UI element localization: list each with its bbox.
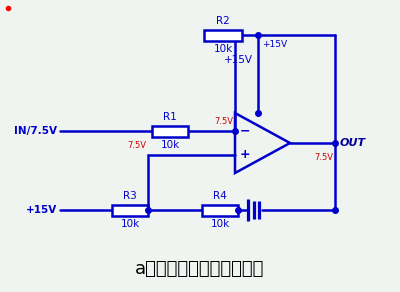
Text: R2: R2 — [216, 16, 230, 26]
Text: 10k: 10k — [120, 219, 140, 229]
Text: 7.5V: 7.5V — [314, 153, 333, 162]
Text: OUT: OUT — [340, 138, 366, 148]
Text: +15V: +15V — [26, 205, 57, 215]
Text: R3: R3 — [123, 191, 137, 201]
Text: +15V: +15V — [224, 55, 252, 65]
Text: 7.5V: 7.5V — [214, 117, 233, 126]
Text: +: + — [240, 149, 250, 161]
Text: −: − — [240, 124, 250, 138]
Text: a、单电源供电直流放大器: a、单电源供电直流放大器 — [135, 260, 265, 278]
Bar — [202, 204, 238, 215]
Bar — [204, 29, 242, 41]
Bar — [152, 126, 188, 136]
Bar — [112, 204, 148, 215]
Text: 10k: 10k — [160, 140, 180, 150]
Text: 10k: 10k — [213, 44, 233, 54]
Text: 7.5V: 7.5V — [127, 141, 146, 150]
Text: 10k: 10k — [210, 219, 230, 229]
Text: R1: R1 — [163, 112, 177, 122]
Text: IN/7.5V: IN/7.5V — [14, 126, 57, 136]
Text: +15V: +15V — [262, 40, 287, 49]
Text: R4: R4 — [213, 191, 227, 201]
